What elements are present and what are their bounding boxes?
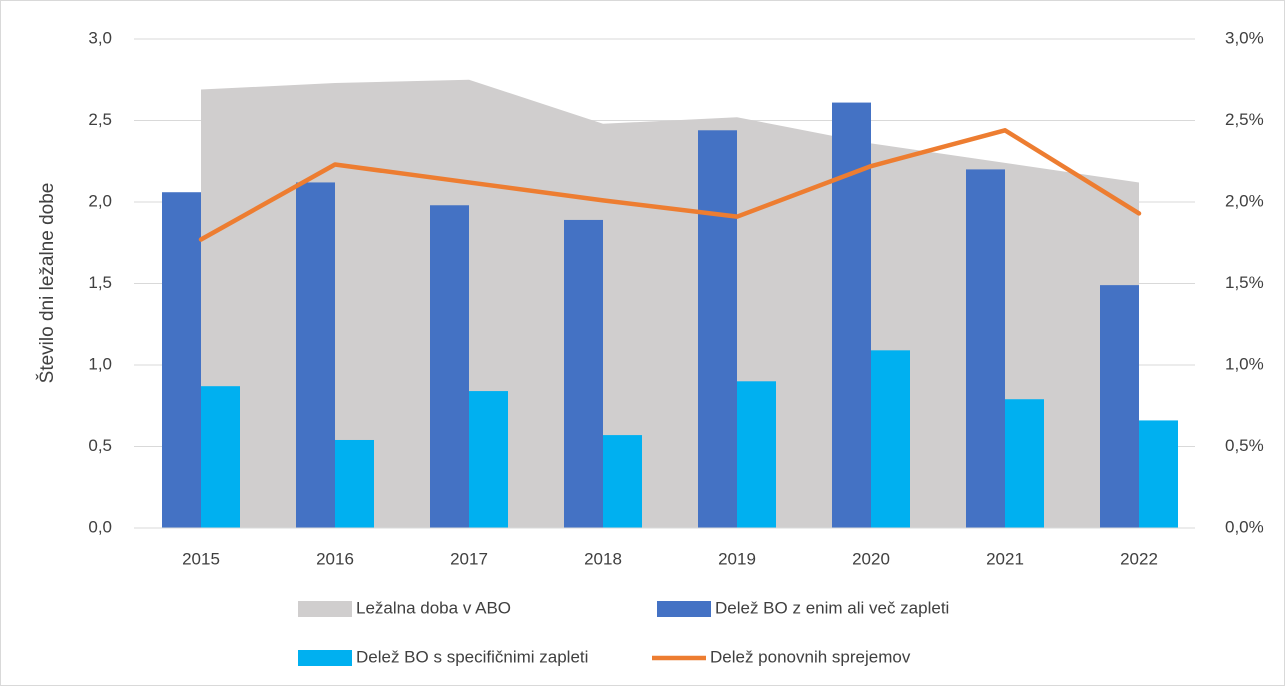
bar [162,192,201,528]
y-tick-label: 2,5 [88,110,112,129]
y-tick-label: 3,0 [88,28,112,47]
legend-swatch [298,650,352,666]
x-tick-label: 2016 [316,549,354,568]
y-tick-label: 0,5 [88,436,112,455]
x-tick-label: 2018 [584,549,622,568]
x-tick-label: 2022 [1120,549,1158,568]
bar [296,182,335,528]
bar [1139,420,1178,528]
bar [469,391,508,528]
x-tick-label: 2021 [986,549,1024,568]
bar [603,435,642,528]
y-tick-label: 1,0 [88,354,112,373]
y2-tick-label: 0,5% [1225,436,1264,455]
y-tick-label: 0,0 [88,517,112,536]
bar [564,219,603,528]
y2-tick-label: 2,0% [1225,191,1264,210]
x-tick-label: 2015 [182,549,220,568]
bar [1100,285,1139,528]
legend-swatch [298,601,352,617]
y2-tick-label: 1,5% [1225,273,1264,292]
bar [737,381,776,528]
legend-label: Delež ponovnih sprejemov [710,647,911,666]
legend-label: Ležalna doba v ABO [356,598,511,617]
y2-tick-label: 1,0% [1225,354,1264,373]
y-tick-label: 2,0 [88,191,112,210]
x-tick-label: 2019 [718,549,756,568]
legend-label: Delež BO s specifičnimi zapleti [356,647,588,666]
bar [1005,399,1044,528]
bar [698,130,737,528]
y2-tick-label: 0,0% [1225,517,1264,536]
bar [966,169,1005,528]
bar [430,205,469,528]
bar [335,439,374,528]
x-tick-label: 2017 [450,549,488,568]
legend-label: Delež BO z enim ali več zapleti [715,598,949,617]
line [198,128,1142,242]
legend-swatch [657,601,711,617]
bar [201,386,240,528]
y-tick-label: 1,5 [88,273,112,292]
y2-tick-label: 3,0% [1225,28,1264,47]
y2-tick-label: 2,5% [1225,110,1264,129]
bar [871,350,910,528]
x-tick-label: 2020 [852,549,890,568]
y-axis-label: Število dni ležalne dobe [36,183,58,384]
